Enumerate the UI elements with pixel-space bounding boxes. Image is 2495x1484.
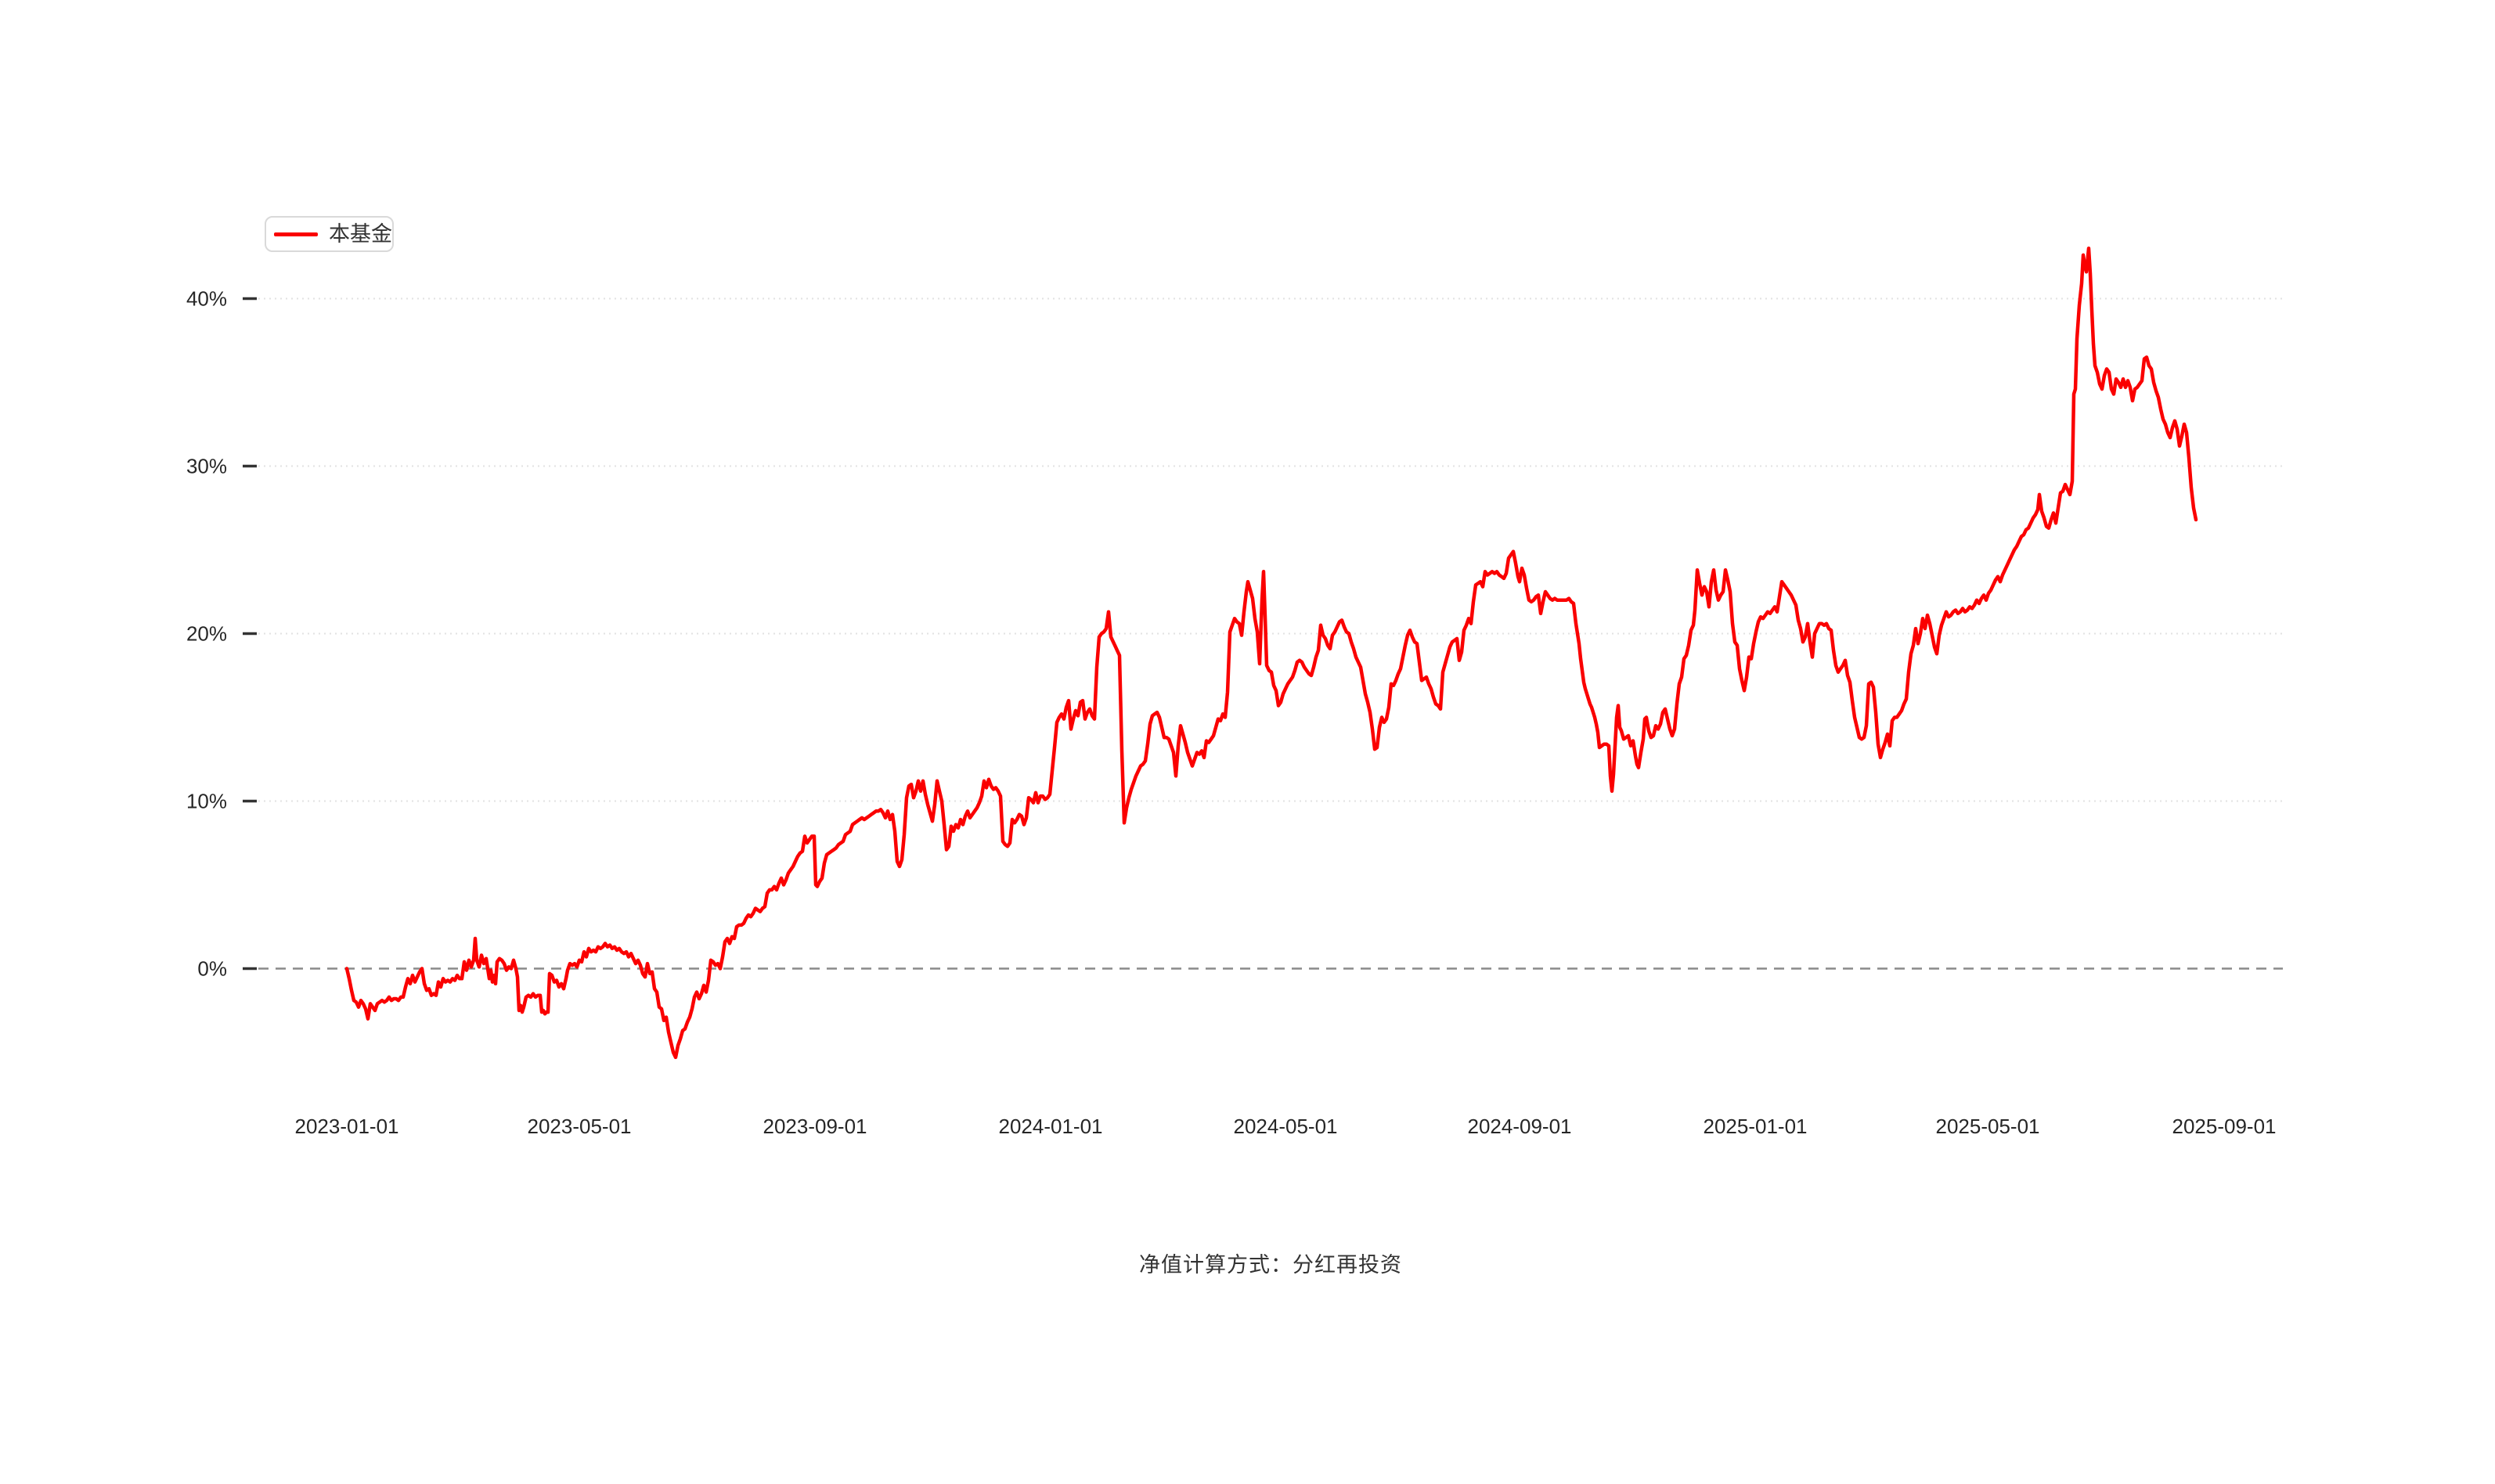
- y-tick-label: 30%: [186, 455, 227, 478]
- x-tick-label: 2025-09-01: [2172, 1115, 2277, 1138]
- x-tick-label: 2023-01-01: [295, 1115, 399, 1138]
- x-tick-label: 2024-05-01: [1234, 1115, 1338, 1138]
- legend[interactable]: 本基金: [265, 216, 394, 252]
- net-value-method-caption: 净值计算方式：分红再投资: [1139, 1253, 1402, 1277]
- x-tick-label: 2024-01-01: [999, 1115, 1103, 1138]
- y-tick-label: 10%: [186, 790, 227, 813]
- y-tick-label: 40%: [186, 287, 227, 311]
- series-line[interactable]: [344, 247, 2198, 1060]
- y-tick-label: 0%: [197, 957, 227, 981]
- x-tick-label: 2024-09-01: [1468, 1115, 1572, 1138]
- x-tick-label: 2025-01-01: [1704, 1115, 1808, 1138]
- x-tick-label: 2023-09-01: [763, 1115, 867, 1138]
- y-tick-label: 20%: [186, 622, 227, 646]
- x-tick-label: 2025-05-01: [1936, 1115, 2040, 1138]
- legend-line-swatch: [274, 232, 318, 236]
- x-tick-label: 2023-05-01: [528, 1115, 632, 1138]
- legend-series-label: 本基金: [329, 222, 392, 246]
